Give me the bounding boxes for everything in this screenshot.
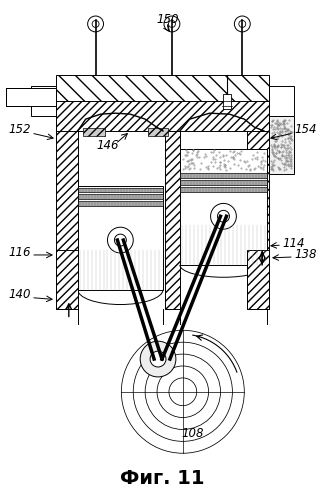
Circle shape <box>157 366 209 418</box>
Bar <box>247 106 269 310</box>
Circle shape <box>140 341 176 377</box>
Bar <box>31 86 56 116</box>
Bar <box>78 188 163 192</box>
Circle shape <box>133 342 232 442</box>
Circle shape <box>88 16 103 32</box>
Circle shape <box>168 20 176 28</box>
Bar <box>78 186 163 290</box>
Text: 152: 152 <box>8 122 31 136</box>
Circle shape <box>217 210 229 222</box>
Circle shape <box>92 20 99 28</box>
Text: Фиг. 11: Фиг. 11 <box>120 468 204 487</box>
Bar <box>269 86 294 116</box>
Circle shape <box>239 20 246 28</box>
Bar <box>78 194 163 200</box>
Circle shape <box>121 330 244 453</box>
Text: 114: 114 <box>283 236 305 250</box>
Bar <box>56 250 78 310</box>
Bar <box>180 186 267 192</box>
Text: 116: 116 <box>8 246 31 260</box>
Bar <box>56 106 78 310</box>
Circle shape <box>211 204 236 229</box>
Text: 140: 140 <box>8 288 31 301</box>
Bar <box>6 88 56 106</box>
Bar <box>165 106 180 310</box>
Circle shape <box>145 354 220 430</box>
Text: 146: 146 <box>96 140 119 152</box>
Bar <box>224 94 231 109</box>
Bar <box>269 116 294 173</box>
Text: 108: 108 <box>181 427 204 440</box>
Circle shape <box>108 227 133 253</box>
Bar <box>78 202 163 206</box>
Bar <box>56 74 269 102</box>
Bar <box>148 128 168 136</box>
Text: 138: 138 <box>294 248 317 262</box>
Bar <box>180 149 267 171</box>
Bar <box>83 128 105 136</box>
Bar <box>180 172 267 178</box>
Circle shape <box>164 16 180 32</box>
Circle shape <box>169 378 197 406</box>
Circle shape <box>150 351 166 367</box>
Circle shape <box>234 16 250 32</box>
Bar <box>247 250 269 310</box>
Bar <box>180 180 267 184</box>
Bar <box>180 149 267 265</box>
Circle shape <box>114 234 126 246</box>
Bar <box>56 102 269 131</box>
Text: 154: 154 <box>294 122 317 136</box>
Text: 150: 150 <box>157 14 179 26</box>
